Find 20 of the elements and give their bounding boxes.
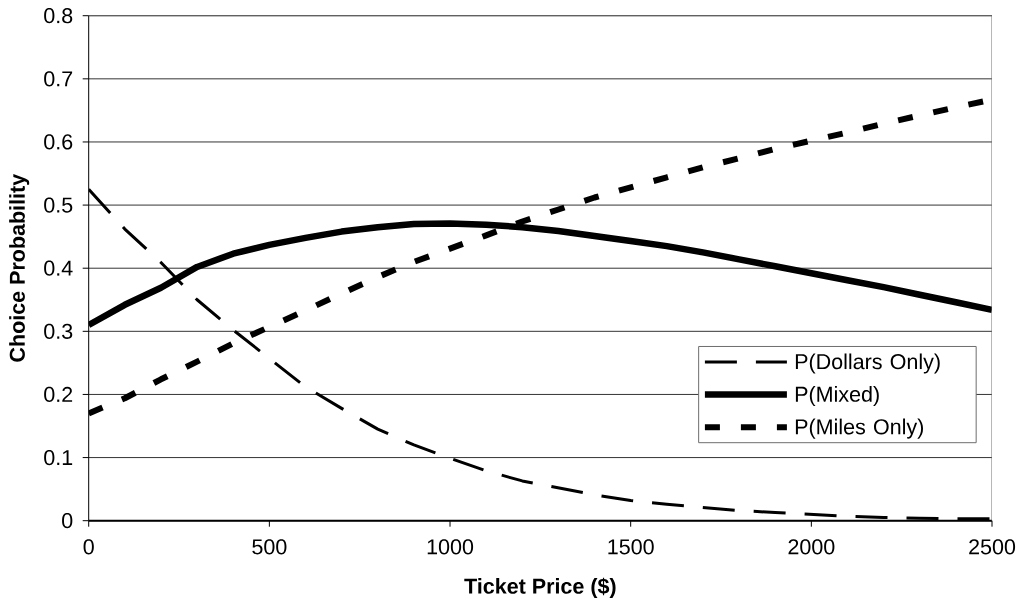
x-tick-label: 1000 xyxy=(427,539,474,555)
y-tick-label: 0.4 xyxy=(44,260,73,276)
x-tick-label: 1500 xyxy=(608,539,654,555)
x-tick-label: 2000 xyxy=(788,539,835,555)
y-tick-label: 0 xyxy=(62,513,73,529)
legend-label: P(Miles Only) xyxy=(795,418,923,439)
legend-label: P(Mixed) xyxy=(795,386,879,407)
x-tick-label: 2500 xyxy=(969,539,1016,555)
y-tick-label: 0.2 xyxy=(44,386,73,403)
legend-label: P(Dollars Only) xyxy=(795,353,940,374)
y-tick-label: 0.8 xyxy=(44,8,73,24)
y-tick-label: 0.7 xyxy=(44,71,73,87)
x-axis-title: Ticket Price ($) xyxy=(464,577,616,599)
y-tick-label: 0.5 xyxy=(44,197,73,213)
y-tick-label: 0.3 xyxy=(44,323,73,339)
y-axis-title: Choice Probability xyxy=(9,173,30,362)
x-tick-label: 0 xyxy=(83,539,94,555)
y-tick-label: 0.6 xyxy=(44,134,73,150)
y-tick-label: 0.1 xyxy=(44,449,73,466)
x-tick-label: 500 xyxy=(252,539,287,555)
